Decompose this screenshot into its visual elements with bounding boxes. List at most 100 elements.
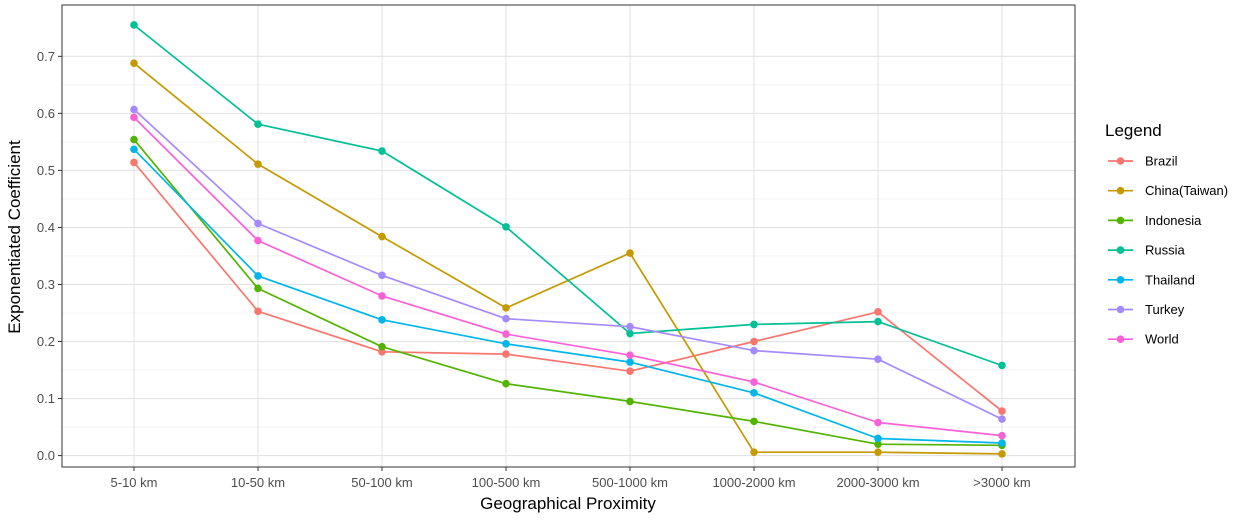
- data-point: [502, 379, 510, 388]
- data-point: [130, 158, 138, 167]
- data-point: [998, 450, 1006, 458]
- x-tick-label: 2000-3000 km: [836, 475, 919, 490]
- legend-item: World: [1108, 332, 1179, 347]
- data-point: [378, 342, 386, 351]
- x-tick-label: 1000-2000 km: [712, 475, 795, 490]
- legend-item: Indonesia: [1108, 213, 1202, 228]
- data-point: [130, 145, 138, 154]
- x-tick-label: >3000 km: [973, 475, 1030, 490]
- data-point: [378, 316, 386, 324]
- data-point: [130, 105, 138, 114]
- data-point: [502, 223, 510, 231]
- data-point: [626, 358, 634, 366]
- series-world: [130, 113, 1006, 440]
- data-point: [254, 284, 262, 293]
- data-point: [626, 351, 634, 360]
- data-point: [502, 314, 510, 323]
- legend-label: Brazil: [1145, 154, 1178, 169]
- axes: 0.0 0.1 0.2 0.3 0.4 0.5 0.6 0.7 5-10 km 10-50 km 5…: [37, 49, 1031, 490]
- data-point: [502, 304, 510, 312]
- data-point: [998, 415, 1006, 423]
- x-tick-label: 500-1000 km: [592, 475, 668, 490]
- series-line: [133, 139, 1003, 447]
- plot-border: [61, 4, 1076, 468]
- data-point: [874, 355, 882, 364]
- data-point: [874, 440, 882, 448]
- data-point: [998, 431, 1006, 440]
- data-point: [130, 113, 138, 122]
- x-tick-label: 50-100 km: [351, 475, 412, 490]
- data-point: [130, 21, 138, 29]
- data-point: [626, 367, 634, 375]
- y-tick-label: 0.7: [37, 49, 55, 64]
- legend-label: Thailand: [1145, 272, 1195, 287]
- data-point: [254, 219, 262, 228]
- series-line: [133, 24, 1003, 367]
- series-indonesia: [130, 135, 1006, 450]
- series-line: [133, 116, 1003, 437]
- legend-item: Brazil: [1108, 154, 1178, 169]
- legend-marker: [1116, 246, 1125, 254]
- data-point: [254, 307, 262, 316]
- data-point: [874, 448, 882, 456]
- data-point: [998, 407, 1006, 415]
- data-point: [254, 236, 262, 245]
- data-point: [626, 322, 634, 331]
- data-point: [750, 417, 758, 426]
- data-point: [750, 389, 758, 397]
- y-tick-label: 0.6: [37, 106, 55, 121]
- data-point: [750, 337, 758, 346]
- series-line: [133, 161, 1003, 412]
- legend-marker: [1116, 216, 1125, 225]
- data-point: [254, 272, 262, 280]
- y-axis-title: Exponentiated Coefficient: [5, 140, 24, 334]
- x-tick-label: 100-500 km: [472, 475, 541, 490]
- data-point: [750, 346, 758, 355]
- data-point: [626, 329, 634, 338]
- data-point: [254, 160, 262, 168]
- data-point: [502, 350, 510, 358]
- series-brazil: [130, 158, 1006, 415]
- series-china-taiwan-: [130, 59, 1006, 458]
- legend-marker: [1116, 335, 1125, 344]
- x-axis-title: Geographical Proximity: [480, 494, 656, 513]
- data-point: [254, 120, 262, 129]
- data-point: [750, 378, 758, 386]
- legend-item: Thailand: [1108, 272, 1195, 287]
- data-point: [998, 439, 1006, 447]
- legend-item: Turkey: [1108, 302, 1185, 317]
- series-thailand: [130, 145, 1006, 447]
- data-point: [750, 448, 758, 456]
- data-point: [874, 434, 882, 443]
- data-point: [378, 292, 386, 300]
- data-point: [378, 147, 386, 155]
- data-point: [998, 361, 1006, 370]
- data-point: [626, 397, 634, 406]
- data-point: [502, 340, 510, 348]
- legend-marker: [1116, 305, 1125, 314]
- legend-item: Russia: [1108, 243, 1186, 258]
- data-point: [874, 418, 882, 427]
- series-turkey: [130, 105, 1006, 423]
- x-tick-label: 5-10 km: [111, 475, 158, 490]
- legend: Legend Brazil China(Taiwan) Indonesia Russi…: [1105, 121, 1228, 347]
- legend-label: Indonesia: [1145, 213, 1202, 228]
- data-point: [130, 59, 138, 67]
- y-tick-label: 0.1: [37, 391, 55, 406]
- series-russia: [130, 21, 1006, 370]
- series-lines: [130, 21, 1006, 458]
- legend-label: China(Taiwan): [1145, 183, 1228, 198]
- legend-marker: [1116, 157, 1125, 165]
- legend-label: Turkey: [1145, 302, 1185, 317]
- series-line: [133, 62, 1003, 455]
- x-tick-label: 10-50 km: [231, 475, 285, 490]
- data-point: [502, 330, 510, 338]
- y-tick-label: 0.5: [37, 163, 55, 178]
- y-tick-label: 0.3: [37, 277, 55, 292]
- data-point: [378, 232, 386, 241]
- series-line: [133, 148, 1003, 444]
- legend-title: Legend: [1105, 121, 1162, 140]
- data-point: [626, 249, 634, 257]
